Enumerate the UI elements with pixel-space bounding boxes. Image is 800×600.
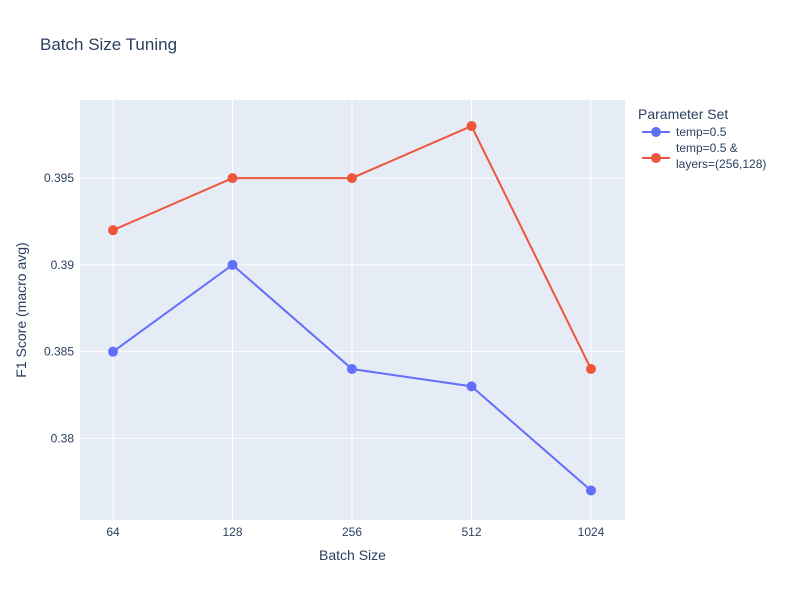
y-tick-layer: 0.38 0.385 0.39 0.395 — [44, 171, 74, 445]
data-point — [466, 121, 477, 132]
x-tick-layer: 64 128 256 512 1024 — [106, 525, 604, 539]
y-tick-label: 0.38 — [51, 431, 75, 445]
data-point — [108, 346, 118, 357]
data-point — [347, 364, 357, 375]
series-layer — [108, 121, 596, 496]
legend-marker — [651, 153, 661, 163]
data-point — [227, 259, 238, 270]
data-point — [108, 225, 118, 236]
legend-label: temp=0.5 — [676, 125, 727, 139]
data-point — [347, 173, 357, 184]
legend-label: temp=0.5 & layers=(256,128) — [676, 141, 766, 171]
data-point — [586, 364, 596, 375]
legend-marker — [651, 127, 661, 137]
x-tick-label: 128 — [222, 525, 242, 539]
x-tick-label: 256 — [342, 525, 362, 539]
x-tick-label: 1024 — [578, 525, 605, 539]
data-point — [586, 485, 596, 496]
data-point — [227, 173, 238, 184]
legend-label-line: temp=0.5 & — [676, 141, 738, 155]
legend-title: Parameter Set — [638, 106, 728, 122]
y-tick-label: 0.39 — [51, 258, 75, 272]
x-axis-title: Batch Size — [319, 547, 386, 563]
grid-layer — [80, 100, 625, 520]
legend: Parameter Set temp=0.5 temp=0.5 & layers=(… — [638, 106, 766, 171]
chart-title: Batch Size Tuning — [40, 35, 177, 54]
data-point — [466, 381, 477, 392]
x-tick-label: 512 — [461, 525, 481, 539]
x-tick-label: 64 — [106, 525, 120, 539]
y-tick-label: 0.385 — [44, 345, 74, 359]
legend-label-line: layers=(256,128) — [676, 157, 766, 171]
y-axis-title: F1 Score (macro avg) — [13, 242, 29, 377]
y-tick-label: 0.395 — [44, 171, 74, 185]
